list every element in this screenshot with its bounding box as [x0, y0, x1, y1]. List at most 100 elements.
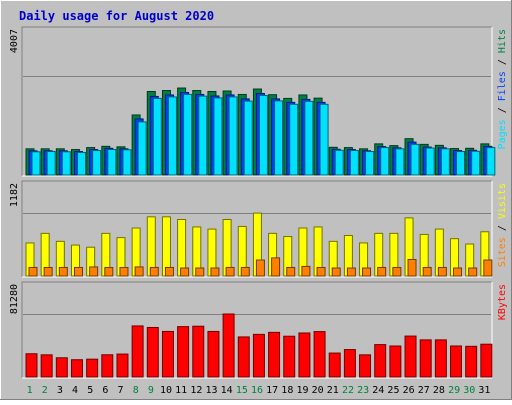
bar-pages-day-14 — [228, 96, 238, 176]
x-label-day-27: 27 — [418, 385, 430, 396]
panel-bottom-border-shadow — [21, 281, 492, 378]
x-label-day-31: 31 — [478, 385, 490, 396]
bar-sites-day-23 — [362, 267, 372, 277]
bar-pages-day-29 — [456, 151, 466, 176]
bar-sites-day-4 — [73, 266, 83, 277]
bar-kbytes-day-21 — [328, 352, 341, 378]
bar-sites-day-2 — [43, 266, 53, 277]
bar-kbytes-day-13 — [207, 330, 220, 378]
bar-pages-day-5 — [92, 150, 102, 176]
bar-sites-day-15 — [240, 266, 250, 277]
bar-kbytes-day-18 — [283, 335, 296, 378]
bar-pages-day-17 — [274, 100, 284, 176]
x-label-day-13: 13 — [205, 385, 217, 396]
bar-kbytes-day-12 — [192, 325, 205, 378]
bar-pages-day-11 — [183, 93, 193, 176]
x-label-day-25: 25 — [387, 385, 399, 396]
bar-sites-day-31 — [483, 259, 493, 277]
x-label-day-15: 15 — [236, 385, 248, 396]
bar-kbytes-day-17 — [268, 331, 281, 378]
bar-kbytes-day-24 — [374, 344, 387, 378]
bar-pages-day-4 — [76, 152, 86, 176]
bar-sites-day-5 — [89, 266, 99, 277]
x-label-day-8: 8 — [133, 385, 139, 396]
legend-entry-1: / — [497, 219, 508, 237]
legend-entry-4: Hits — [497, 29, 508, 53]
bar-sites-day-27 — [422, 266, 432, 277]
bar-sites-day-18 — [286, 266, 296, 277]
bar-kbytes-day-2 — [40, 354, 53, 378]
x-label-day-5: 5 — [87, 385, 93, 396]
x-label-day-14: 14 — [221, 385, 233, 396]
bar-kbytes-day-5 — [86, 358, 99, 378]
bar-pages-day-24 — [380, 147, 390, 176]
bar-pages-day-1 — [31, 151, 41, 176]
bar-pages-day-30 — [471, 150, 481, 176]
bar-kbytes-day-15 — [237, 336, 250, 378]
x-label-day-11: 11 — [175, 385, 187, 396]
panel-top-border-shadow — [21, 26, 492, 176]
legend-entry-3: / — [497, 53, 508, 71]
panel-middle-legend: Sites / Visits — [497, 183, 508, 267]
x-label-day-26: 26 — [403, 385, 415, 396]
bar-kbytes-day-16 — [252, 333, 265, 378]
x-label-day-7: 7 — [118, 385, 124, 396]
x-label-day-18: 18 — [281, 385, 293, 396]
x-label-day-3: 3 — [57, 385, 63, 396]
bar-sites-day-22 — [346, 267, 356, 277]
bar-pages-day-22 — [349, 150, 359, 176]
bar-pages-day-2 — [46, 151, 56, 176]
x-axis-day-labels: 1 2 3 4 5 6 7 8 9 10 11 12 13 14 15 16 17 18 19 20 21 22 23 24 2… — [27, 385, 491, 396]
bar-pages-day-8 — [137, 121, 147, 176]
bar-pages-day-23 — [365, 151, 375, 176]
bar-kbytes-day-30 — [465, 345, 478, 378]
bar-pages-day-16 — [258, 94, 268, 176]
chart-panels: 4007 Pages / Files / Hits 1182 Sites / Visi… — [9, 26, 508, 379]
bar-pages-day-3 — [61, 151, 71, 176]
bar-pages-day-28 — [440, 148, 450, 176]
bar-sites-day-8 — [134, 266, 144, 277]
bar-sites-day-19 — [301, 265, 311, 277]
bar-sites-day-1 — [28, 266, 38, 277]
bar-pages-day-12 — [198, 95, 208, 176]
bar-kbytes-day-26 — [404, 335, 417, 378]
bar-pages-day-7 — [122, 149, 132, 176]
panel-middle: 1182 Sites / Visits — [9, 180, 508, 278]
x-label-day-2: 2 — [42, 385, 48, 396]
bar-kbytes-day-14 — [222, 313, 235, 378]
panel-top-border-highlight — [22, 27, 493, 177]
bar-kbytes-day-22 — [343, 349, 356, 378]
panel-top: 4007 Pages / Files / Hits — [9, 26, 508, 177]
x-label-day-16: 16 — [251, 385, 263, 396]
bar-sites-day-6 — [104, 266, 114, 277]
bar-pages-day-20 — [319, 103, 329, 176]
x-label-day-1: 1 — [27, 385, 33, 396]
bar-kbytes-day-31 — [480, 343, 493, 378]
bar-sites-day-14 — [225, 266, 235, 277]
bar-sites-day-26 — [407, 258, 417, 277]
bar-kbytes-day-6 — [101, 354, 114, 378]
bar-sites-day-7 — [119, 266, 129, 277]
x-label-day-24: 24 — [372, 385, 384, 396]
legend-entry-2: Visits — [497, 183, 508, 219]
bar-sites-day-12 — [195, 267, 205, 277]
bar-kbytes-day-3 — [55, 357, 68, 378]
bar-pages-day-26 — [410, 143, 420, 176]
bar-kbytes-day-9 — [146, 326, 159, 378]
panel-top-scale-label: 4007 — [9, 29, 20, 53]
bar-kbytes-day-27 — [419, 339, 432, 378]
chart-title: Daily usage for August 2020 — [19, 9, 214, 23]
x-label-day-17: 17 — [266, 385, 278, 396]
panel-middle-border-highlight — [22, 181, 493, 278]
panel-middle-scale-label: 1182 — [9, 183, 20, 207]
bar-sites-day-28 — [437, 266, 447, 277]
x-label-day-10: 10 — [160, 385, 172, 396]
bar-kbytes-day-19 — [298, 332, 311, 378]
bar-pages-day-25 — [395, 148, 405, 176]
bar-sites-day-11 — [180, 267, 190, 277]
bar-pages-day-18 — [289, 103, 299, 176]
bar-sites-day-20 — [316, 266, 326, 277]
x-label-day-19: 19 — [296, 385, 308, 396]
panel-top-legend: Pages / Files / Hits — [497, 29, 508, 149]
